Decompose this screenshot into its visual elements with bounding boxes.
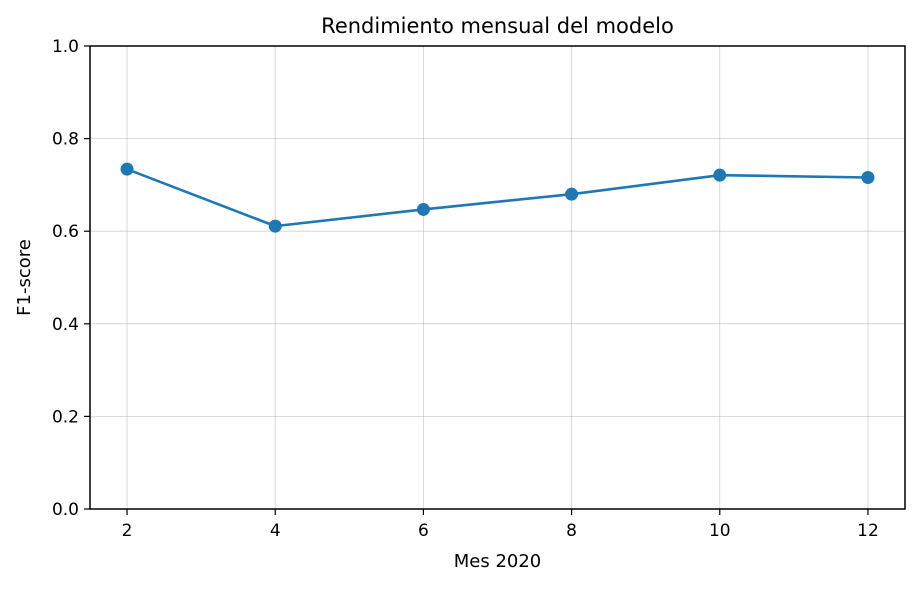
data-point [861,170,875,184]
x-tick-label: 8 [566,521,577,541]
data-point [120,162,134,176]
grid-lines [90,45,905,510]
y-tick-label: 0.2 [52,407,79,427]
tick-layer: 2 4 6 8 10 12 0.0 0.2 0.4 0.6 0.8 1.0 [52,37,879,541]
y-tick-label: 0.8 [52,130,79,150]
data-point [416,202,430,216]
y-tick-label: 0.0 [52,500,79,520]
x-tick-label: 2 [122,521,133,541]
y-tick-label: 0.6 [52,222,79,242]
x-tick-label: 10 [709,521,731,541]
y-axis-label: F1-score [14,239,35,316]
plot-frame [89,45,906,510]
data-point [713,168,727,182]
data-point [565,187,579,201]
x-tick-label: 12 [857,521,879,541]
x-axis-label: Mes 2020 [454,551,542,572]
data-point [268,219,282,233]
series-line [125,167,870,228]
series-layer [120,162,875,233]
y-tick-label: 0.4 [52,315,79,335]
y-tick-label: 1.0 [52,37,79,57]
x-tick-label: 4 [270,521,281,541]
chart-title: Rendimiento mensual del modelo [321,14,674,38]
x-tick-label: 6 [418,521,429,541]
